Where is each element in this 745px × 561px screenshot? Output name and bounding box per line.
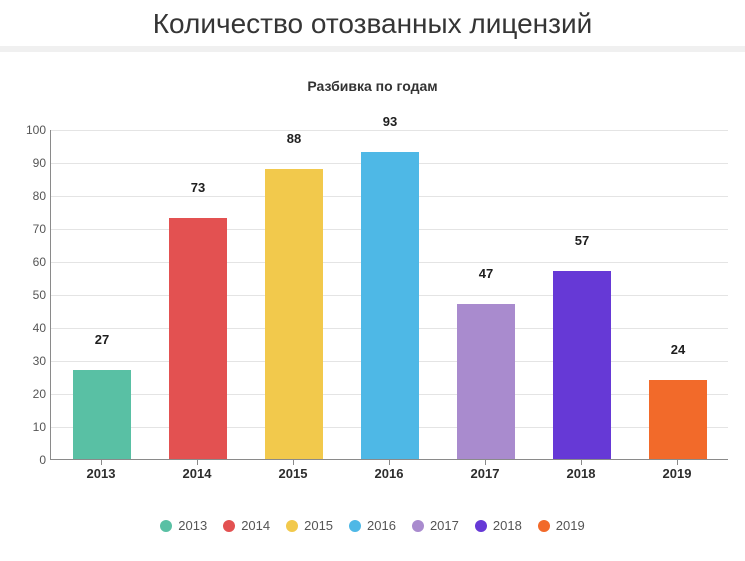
bars-container: 27 73 88934757 24 [51,130,728,459]
legend-label: 2015 [304,518,333,533]
x-tick-mark [197,460,198,465]
chart-area: 0102030405060708090100 27738893475724 20… [18,130,728,480]
x-tick-label: 2014 [149,466,245,481]
x-tick-label: 2016 [341,466,437,481]
legend-item: 2016 [349,518,396,533]
y-tick-label: 30 [18,354,46,368]
legend-label: 2013 [178,518,207,533]
legend-label: 2018 [493,518,522,533]
legend-swatch [475,520,487,532]
x-tick-mark [389,460,390,465]
bar-slot: 24 [630,130,726,459]
x-tick-label: 2019 [629,466,725,481]
bar-slot: 47 [438,130,534,459]
legend-swatch [223,520,235,532]
bar-value-label: 93 [342,114,438,133]
y-tick-label: 10 [18,420,46,434]
legend-swatch [286,520,298,532]
y-tick-label: 40 [18,321,46,335]
bar-value-label: 73 [150,180,246,199]
y-tick-label: 90 [18,156,46,170]
y-tick-label: 80 [18,189,46,203]
x-tick-mark [485,460,486,465]
x-tick-label: 2013 [53,466,149,481]
bar [553,271,611,459]
bar-slot: 27 [54,130,150,459]
bar [169,218,227,459]
legend-label: 2014 [241,518,270,533]
legend-swatch [412,520,424,532]
legend-item: 2013 [160,518,207,533]
legend-item: 2014 [223,518,270,533]
x-tick-mark [293,460,294,465]
legend-label: 2016 [367,518,396,533]
title-underline [0,46,745,52]
legend-item: 2018 [475,518,522,533]
bar-value-label: 57 [534,233,630,252]
legend-label: 2019 [556,518,585,533]
x-tick-label: 2017 [437,466,533,481]
x-tick-mark [677,460,678,465]
x-tick-mark [581,460,582,465]
x-tick-mark [101,460,102,465]
bar-slot: 57 [534,130,630,459]
title-block: Количество отозванных лицензий [0,0,745,52]
x-tick-label: 2018 [533,466,629,481]
bar-slot: 93 [342,130,438,459]
y-tick-label: 60 [18,255,46,269]
legend-swatch [349,520,361,532]
page-root: Количество отозванных лицензий Разбивка … [0,0,745,561]
legend-item: 2017 [412,518,459,533]
bar-value-label: 47 [438,266,534,285]
legend-label: 2017 [430,518,459,533]
plot-area: 27 73 88934757 24 [50,130,728,460]
y-tick-label: 20 [18,387,46,401]
legend: 2013 2014 2015 2016 2017 2018 2019 [0,518,745,537]
chart-subtitle: Разбивка по годам [0,78,745,94]
y-tick-label: 70 [18,222,46,236]
x-tick-label: 2015 [245,466,341,481]
y-tick-label: 0 [18,453,46,467]
bar [361,152,419,459]
legend-swatch [538,520,550,532]
bar [457,304,515,459]
bar-value-label: 24 [630,342,726,361]
bar-slot: 73 [150,130,246,459]
bar-value-label: 27 [54,332,150,351]
bar-value-label: 88 [246,131,342,150]
bar [73,370,131,459]
chart-title: Количество отозванных лицензий [0,8,745,40]
bar [265,169,323,459]
legend-item: 2019 [538,518,585,533]
bar-slot: 88 [246,130,342,459]
y-tick-label: 100 [18,123,46,137]
legend-item: 2015 [286,518,333,533]
bar [649,380,707,459]
legend-swatch [160,520,172,532]
y-tick-label: 50 [18,288,46,302]
